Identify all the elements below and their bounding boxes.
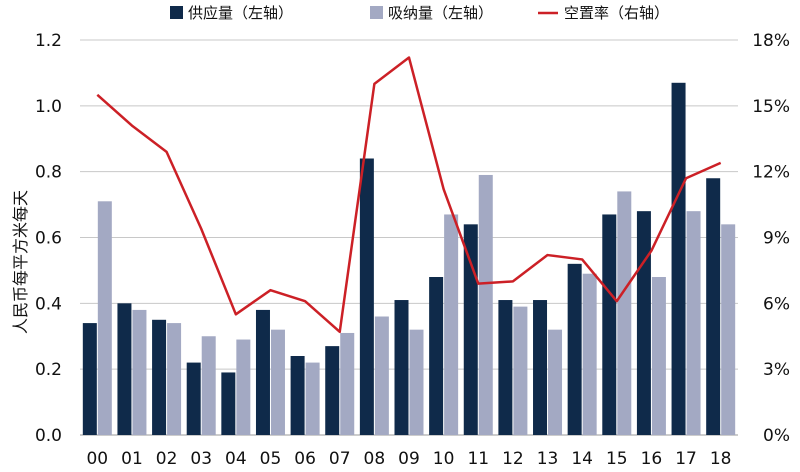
legend-label-vacancy: 空置率（右轴） (564, 4, 669, 22)
vacancy-line-group (96, 56, 722, 334)
supply-bar (325, 346, 340, 435)
x-tick-label: 08 (364, 449, 386, 469)
absorption-bar (305, 362, 320, 435)
y-tick-label: 1.2 (35, 31, 62, 51)
right-axis-ticks: 0% 3% 6% 9% 12% 15% 18% (752, 31, 790, 446)
left-axis-ticks: 0.0 0.2 0.4 0.6 0.8 1.0 1.2 (35, 31, 62, 446)
y-tick-label: 0.4 (35, 294, 62, 314)
x-tick-label: 16 (641, 449, 663, 469)
absorption-bar (721, 224, 736, 435)
x-tick-label: 14 (571, 449, 593, 469)
supply-bar (602, 214, 617, 435)
supply-bar (498, 300, 513, 435)
x-tick-label: 04 (225, 449, 247, 469)
y2-tick-label: 0% (763, 426, 790, 446)
y2-tick-label: 6% (763, 294, 790, 314)
x-tick-label: 06 (294, 449, 316, 469)
y-tick-label: 0.0 (35, 426, 62, 446)
x-tick-label: 15 (606, 449, 628, 469)
x-tick-label: 03 (190, 449, 212, 469)
absorption-bar (97, 201, 112, 435)
supply-bar (636, 211, 651, 435)
x-tick-label: 07 (329, 449, 351, 469)
supply-bar (82, 323, 97, 435)
x-tick-label: 18 (710, 449, 732, 469)
y2-tick-label: 18% (752, 31, 790, 51)
x-tick-label: 02 (156, 449, 178, 469)
supply-bar (567, 263, 582, 435)
x-tick-label: 10 (433, 449, 455, 469)
x-axis-ticks: 00 01 02 03 04 05 06 07 08 09 10 11 12 13 14 15 16 17 18 (86, 449, 731, 469)
absorption-bar (582, 273, 597, 435)
absorption-bar (686, 211, 701, 435)
supply-bar (221, 372, 236, 435)
legend: 供应量（左轴） 吸纳量（左轴） 空置率（右轴） (170, 4, 669, 22)
legend-swatch-supply (170, 6, 183, 19)
supply-bar (463, 224, 478, 435)
supply-bar (117, 303, 132, 435)
y-tick-label: 0.8 (35, 163, 62, 183)
absorption-bar (513, 306, 528, 435)
absorption-bar (548, 329, 563, 435)
supply-bar (533, 300, 548, 435)
absorption-bar (617, 191, 632, 435)
y2-tick-label: 9% (763, 229, 790, 249)
supply-bar (255, 309, 270, 435)
absorption-bar (236, 339, 251, 435)
legend-label-absorption: 吸纳量（左轴） (388, 4, 493, 22)
absorption-bar (651, 277, 666, 435)
bars (82, 82, 736, 436)
supply-bar (706, 178, 721, 435)
absorption-bar (132, 309, 147, 435)
y-axis-label: 人民币每平方米每天 (11, 190, 30, 334)
x-tick-label: 09 (398, 449, 420, 469)
supply-bar (429, 277, 444, 435)
x-tick-label: 13 (537, 449, 559, 469)
y-tick-label: 0.6 (35, 229, 62, 249)
absorption-bar (478, 174, 493, 436)
x-tick-label: 05 (260, 449, 282, 469)
absorption-bar (167, 323, 182, 435)
absorption-bar (270, 329, 285, 435)
y2-tick-label: 15% (752, 97, 790, 117)
x-tick-label: 11 (467, 449, 489, 469)
absorption-bar (374, 316, 389, 435)
absorption-bar (201, 336, 216, 435)
supply-bar (186, 362, 201, 435)
supply-bar (152, 319, 167, 435)
x-tick-label: 12 (502, 449, 524, 469)
x-tick-label: 01 (121, 449, 143, 469)
absorption-bar (409, 329, 424, 435)
y-tick-label: 1.0 (35, 97, 62, 117)
legend-swatch-absorption (370, 6, 383, 19)
absorption-bar (444, 214, 459, 435)
x-tick-label: 00 (86, 449, 108, 469)
y-tick-label: 0.2 (35, 360, 62, 380)
absorption-bar (340, 332, 355, 435)
supply-bar (671, 82, 686, 436)
supply-bar (359, 158, 374, 435)
supply-bar (290, 356, 305, 435)
legend-label-supply: 供应量（左轴） (188, 4, 293, 22)
y2-tick-label: 3% (763, 360, 790, 380)
y2-tick-label: 12% (752, 163, 790, 183)
supply-bar (394, 300, 409, 435)
vacancy-line (96, 56, 722, 334)
x-tick-label: 17 (675, 449, 697, 469)
